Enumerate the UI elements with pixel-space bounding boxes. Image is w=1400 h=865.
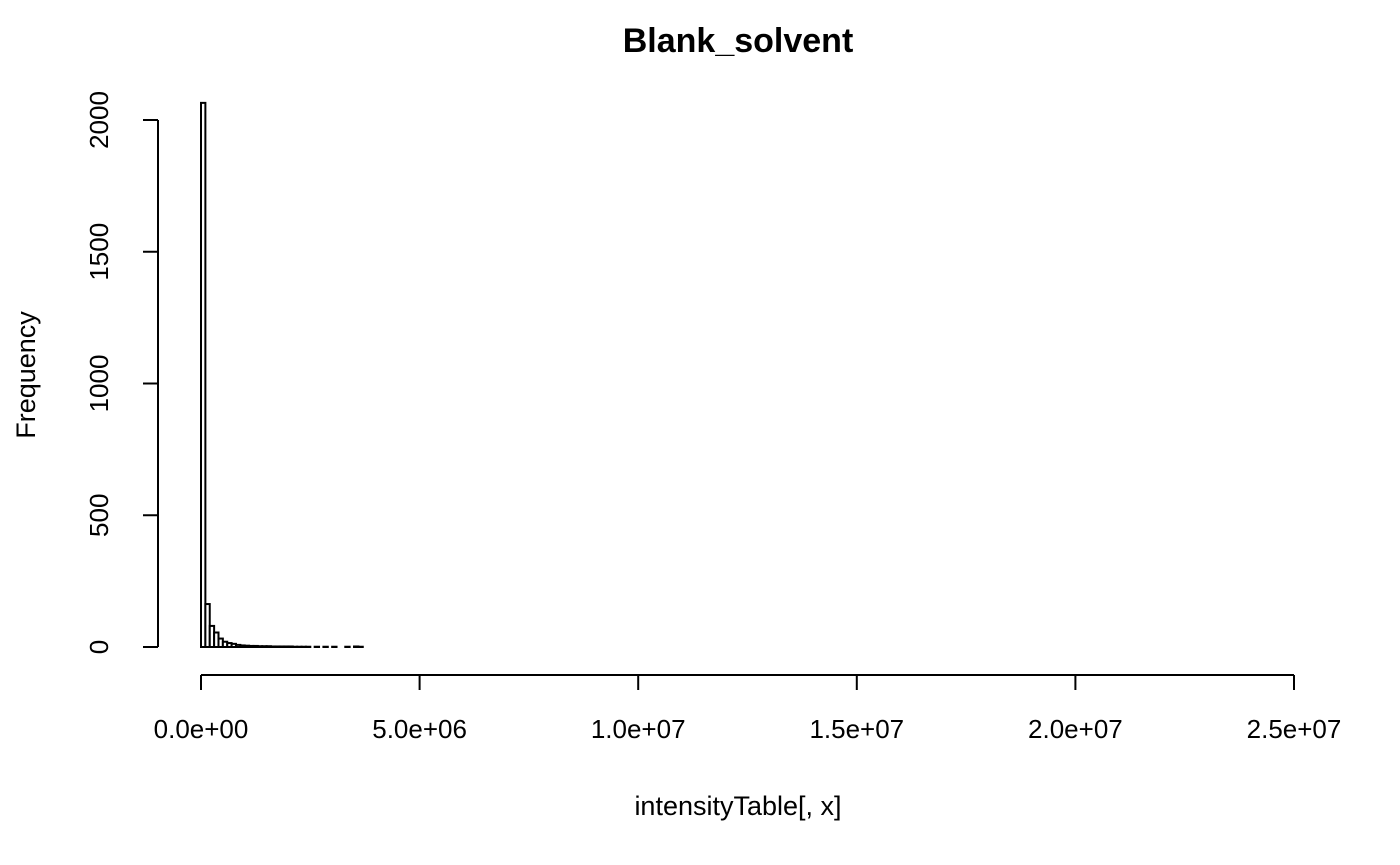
y-axis: 0 500 1000 1500 2000 (84, 91, 159, 654)
y-tick-label: 2000 (84, 91, 114, 149)
y-axis-label: Frequency (11, 311, 41, 439)
x-tick-label: 2.0e+07 (1028, 714, 1123, 744)
histogram-bar (200, 101, 207, 648)
x-tick-label: 1.5e+07 (809, 714, 904, 744)
histogram-bars (200, 101, 364, 649)
y-tick-label: 1500 (84, 223, 114, 281)
x-tick-label: 2.5e+07 (1247, 714, 1342, 744)
y-tick-label: 1000 (84, 355, 114, 413)
x-tick-label: 0.0e+00 (154, 714, 249, 744)
x-axis: 0.0e+00 5.0e+06 1.0e+07 1.5e+07 2.0e+07 2.5e+… (154, 674, 1342, 744)
y-tick-label: 500 (84, 494, 114, 537)
y-tick-label: 0 (84, 640, 114, 654)
x-axis-label: intensityTable[, x] (634, 791, 841, 821)
x-tick-label: 5.0e+06 (372, 714, 467, 744)
x-tick-label: 1.0e+07 (591, 714, 686, 744)
chart-title: Blank_solvent (623, 22, 854, 60)
